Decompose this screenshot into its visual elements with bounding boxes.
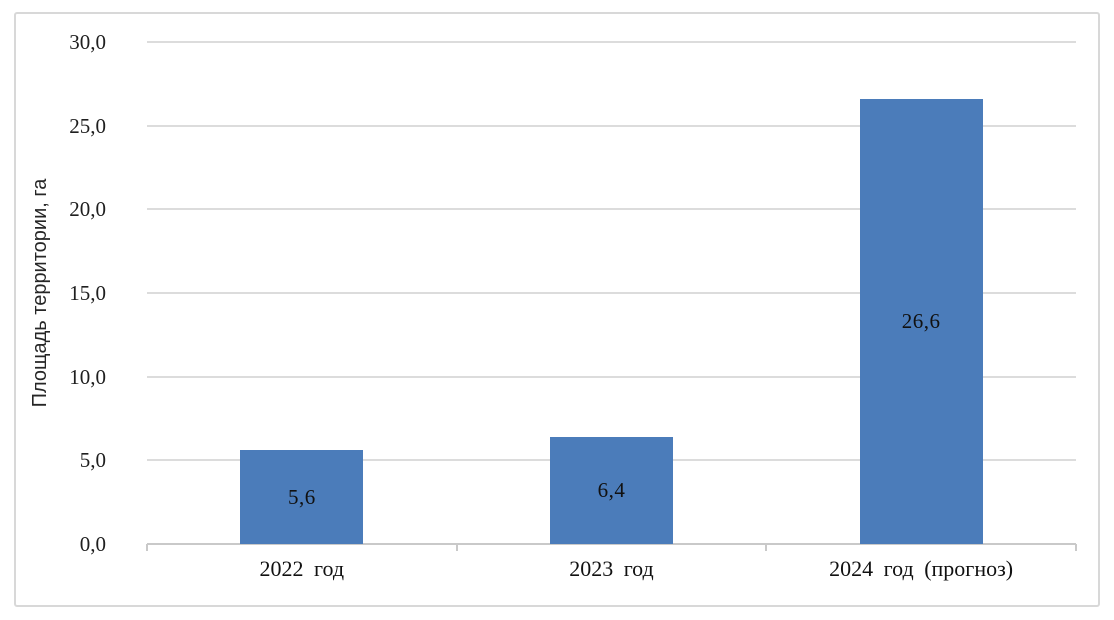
y-tick-label: 20,0 xyxy=(69,197,106,222)
x-category-label: 2022 год xyxy=(259,556,345,581)
bar-value-label: 6,4 xyxy=(597,477,626,502)
y-tick-label: 25,0 xyxy=(69,113,106,138)
x-axis-tick-mark xyxy=(146,544,148,551)
gridline xyxy=(147,41,1076,43)
x-axis-line xyxy=(147,543,1076,545)
bar-value-label: 26,6 xyxy=(901,308,941,333)
y-tick-label: 30,0 xyxy=(69,30,106,54)
y-tick-label: 0,0 xyxy=(79,532,106,556)
bar-2022: 5,6 xyxy=(240,450,364,544)
gridline xyxy=(147,208,1076,211)
x-axis-tick-mark xyxy=(765,544,768,551)
y-tick-label: 5,0 xyxy=(79,448,106,473)
x-category-label: 2023 год xyxy=(569,556,654,581)
x-axis-tick-mark xyxy=(1075,544,1077,551)
x-category-label: 2024 год (прогноз) xyxy=(829,556,1014,581)
bar-2024: 26,6 xyxy=(859,98,983,544)
y-tick-label: 10,0 xyxy=(69,364,106,389)
plot-area: 5,6 6,4 26,6 xyxy=(146,41,1077,551)
bar-2023: 6,4 xyxy=(550,436,673,544)
y-tick-label: 15,0 xyxy=(69,281,106,305)
x-axis-tick-mark xyxy=(455,544,458,551)
gridline xyxy=(147,375,1076,378)
gridline xyxy=(147,292,1076,294)
bar-value-label: 5,6 xyxy=(287,484,316,509)
gridline xyxy=(147,124,1076,127)
